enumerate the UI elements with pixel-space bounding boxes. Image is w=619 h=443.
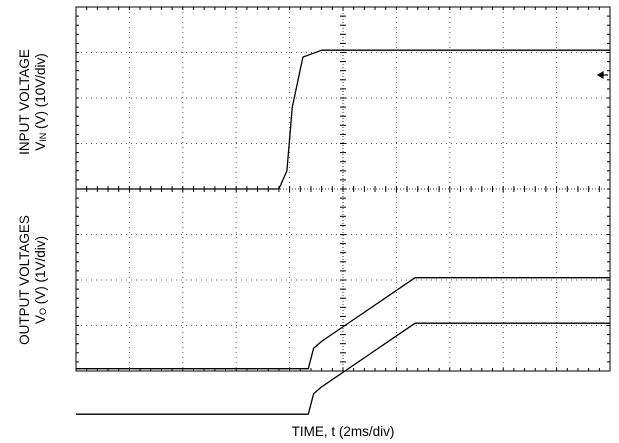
x-axis-label: TIME, t (2ms/div)	[291, 424, 395, 439]
trace-vin	[76, 49, 610, 190]
output-voltage-label-line2: VO (V) (1V/div)	[33, 235, 48, 325]
trace-vo2	[76, 322, 610, 415]
arrow-marker-icon	[596, 70, 608, 80]
output-voltage-label: OUTPUT VOLTAGES VO (V) (1V/div)	[17, 130, 51, 430]
plot-frame	[75, 6, 611, 372]
trace-vo1	[76, 277, 610, 370]
traces	[76, 49, 610, 415]
output-voltage-label-line1: OUTPUT VOLTAGES	[17, 215, 32, 345]
